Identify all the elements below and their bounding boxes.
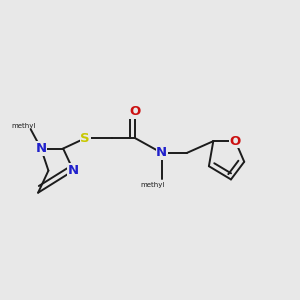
- Text: methyl: methyl: [141, 182, 165, 188]
- Text: S: S: [80, 132, 90, 145]
- Text: N: N: [156, 146, 167, 159]
- Text: methyl: methyl: [11, 123, 36, 129]
- Text: O: O: [130, 105, 141, 118]
- Text: N: N: [68, 164, 79, 177]
- Text: N: N: [35, 142, 46, 155]
- Text: O: O: [230, 135, 241, 148]
